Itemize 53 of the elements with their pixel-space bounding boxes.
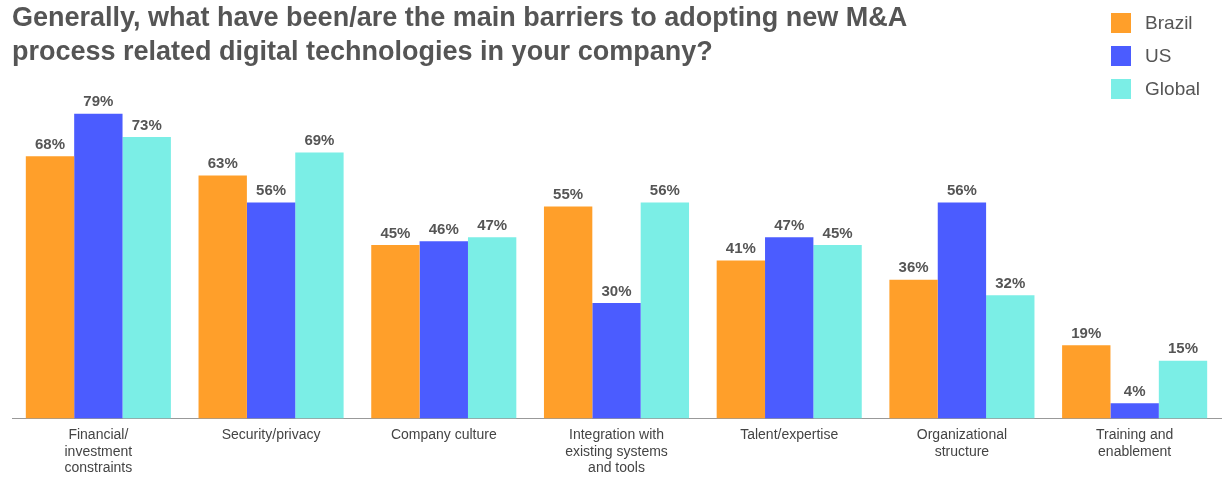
- bar: [986, 295, 1035, 419]
- data-label: 36%: [898, 258, 929, 276]
- x-tick-label: Talent/expertise: [740, 425, 839, 442]
- bar: [543, 206, 593, 419]
- bar: [1062, 345, 1111, 419]
- data-label: 68%: [34, 134, 66, 152]
- data-label: 4%: [1123, 381, 1146, 399]
- bar: [813, 245, 862, 419]
- data-label: 19%: [1071, 323, 1102, 341]
- x-tick-label: Integration with existing systems and tools: [565, 425, 668, 476]
- bar: [419, 241, 468, 419]
- data-label: 47%: [477, 215, 508, 233]
- chart-title: Generally, what have been/are the main barriers to adopting new M&A process related digital technologies in your company?: [12, 1, 908, 68]
- bar: [198, 175, 247, 419]
- bar: [1158, 360, 1208, 419]
- data-label: 55%: [553, 185, 584, 203]
- bar: [25, 156, 75, 419]
- data-label: 41%: [725, 239, 756, 257]
- data-label: 73%: [131, 115, 162, 133]
- data-label: 56%: [946, 181, 977, 199]
- legend-label: US: [1145, 44, 1172, 67]
- bar: [716, 260, 766, 419]
- data-label: 63%: [207, 154, 238, 172]
- x-tick-label: Security/privacy: [221, 425, 321, 442]
- data-label: 56%: [256, 181, 287, 199]
- data-label: 32%: [995, 273, 1026, 291]
- data-label: 15%: [1167, 339, 1199, 357]
- bar: [765, 237, 814, 419]
- legend-label: Global: [1145, 77, 1200, 100]
- bar: [1110, 403, 1159, 419]
- bar: [592, 302, 641, 419]
- data-label: 69%: [304, 131, 335, 149]
- data-label: 45%: [380, 223, 411, 241]
- x-tick-label: Organizational structure: [916, 425, 1008, 459]
- data-label: 46%: [428, 219, 459, 237]
- bar: [246, 202, 296, 419]
- bar: [122, 137, 171, 419]
- bar: [295, 152, 344, 419]
- x-tick-label: Training and enablement: [1095, 425, 1174, 459]
- x-tick-label: Financial/ investment constraints: [64, 425, 133, 476]
- x-tick-label: Company culture: [390, 425, 497, 442]
- legend-label: Brazil: [1145, 11, 1193, 34]
- bar: [371, 245, 420, 419]
- bar: [640, 202, 690, 419]
- data-label: 30%: [601, 281, 632, 299]
- bar: [467, 237, 517, 419]
- bar: [889, 279, 938, 419]
- data-label: 45%: [822, 223, 853, 241]
- data-label: 56%: [649, 181, 680, 199]
- data-label: 47%: [774, 215, 805, 233]
- data-label: 79%: [83, 92, 114, 110]
- bar: [74, 113, 123, 419]
- bar: [937, 202, 987, 419]
